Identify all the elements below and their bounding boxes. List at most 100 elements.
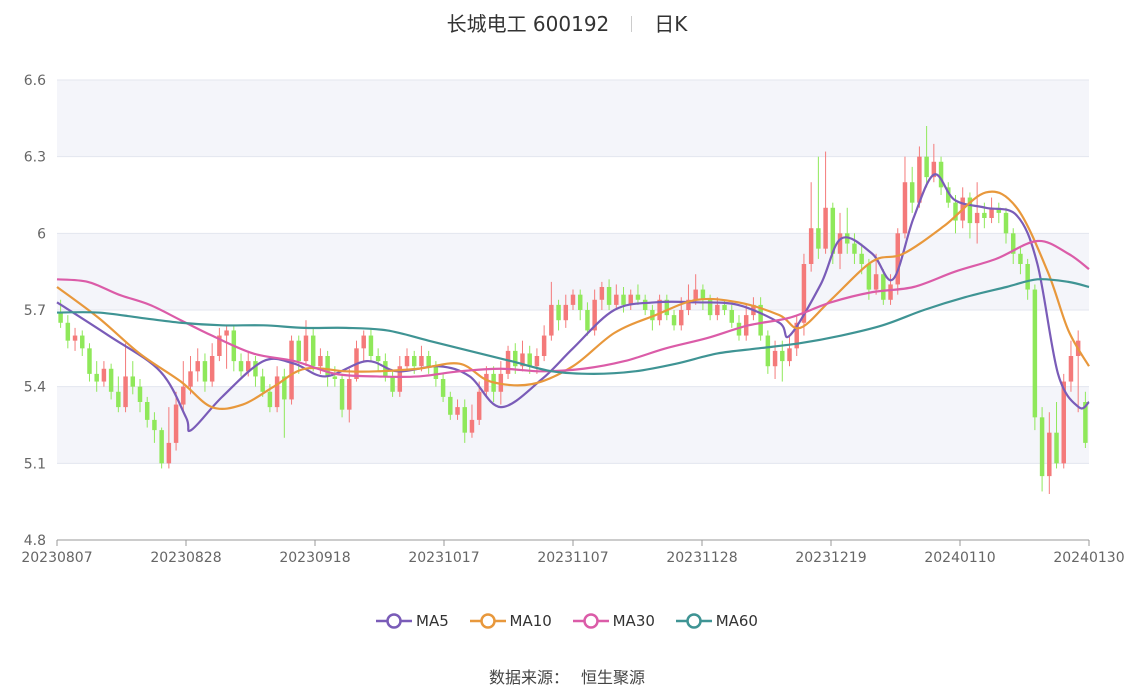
candle <box>72 327 78 351</box>
candle <box>801 253 807 336</box>
candle <box>671 310 677 331</box>
candle <box>289 335 294 405</box>
candle <box>1032 284 1038 431</box>
candle <box>209 343 215 387</box>
candle <box>664 294 670 321</box>
candle <box>765 330 771 374</box>
candle <box>996 202 1002 224</box>
y-axis: 4.8 5.1 5.4 5.7 6 6.3 6.6 <box>24 73 46 549</box>
candle <box>895 228 900 295</box>
candle <box>837 212 843 270</box>
candle <box>108 363 114 400</box>
y-tick-label: 5.4 <box>24 380 46 396</box>
candle <box>650 304 655 331</box>
legend-ma10-icon <box>469 613 506 629</box>
legend-label-ma5: MA5 <box>416 612 449 630</box>
source-value: 恒生聚源 <box>581 668 646 687</box>
candle <box>404 348 410 372</box>
candle <box>938 156 944 195</box>
candle <box>116 376 121 413</box>
candle <box>217 327 222 362</box>
candle <box>181 361 186 413</box>
x-tick-label: 20240110 <box>924 550 995 566</box>
candle <box>902 156 908 239</box>
candle <box>909 166 915 213</box>
candle <box>917 146 922 208</box>
candle <box>585 302 590 336</box>
candle <box>1010 228 1016 264</box>
candle <box>700 284 706 310</box>
source-label: 数据来源： <box>488 668 569 687</box>
candle <box>823 151 828 254</box>
candle <box>1054 402 1059 469</box>
candle <box>816 156 821 259</box>
y-tick-label: 5.1 <box>24 456 46 472</box>
title-separator <box>631 16 633 32</box>
candle <box>1025 258 1030 300</box>
x-tick-label: 20230807 <box>21 550 92 566</box>
legend-item-ma10[interactable]: MA10 <box>469 612 552 630</box>
x-tick-label: 20231219 <box>795 550 866 566</box>
ma-line-ma5 <box>56 173 1090 433</box>
candle <box>924 126 929 188</box>
legend-item-ma60[interactable]: MA60 <box>675 612 758 630</box>
candle <box>563 294 569 328</box>
x-tick-label: 20230828 <box>150 550 221 566</box>
candle <box>253 356 258 387</box>
candle <box>549 281 554 341</box>
candle <box>166 407 172 469</box>
legend-item-ma5[interactable]: MA5 <box>376 612 449 630</box>
legend-item-ma30[interactable]: MA30 <box>572 612 655 630</box>
candle <box>375 348 381 372</box>
candle <box>614 284 619 310</box>
candle <box>758 297 763 341</box>
candle <box>440 373 446 402</box>
moving-averages <box>56 173 1090 433</box>
y-tick-label: 5.7 <box>24 303 46 319</box>
candle <box>787 335 792 367</box>
candlestick-chart: 4.85.15.45.766.36.6 20230807 20230828 2023… <box>21 73 1125 566</box>
candle <box>599 281 605 310</box>
x-axis: 20230807 20230828 20230918 20231017 20231107… <box>21 539 1125 566</box>
y-tick-label: 6 <box>37 226 46 242</box>
candle <box>101 361 107 387</box>
candle <box>1003 207 1009 244</box>
candle <box>296 335 301 374</box>
data-source: 数据来源： 恒生聚源 <box>0 664 1134 688</box>
candles <box>58 126 1088 494</box>
candle <box>628 289 633 310</box>
candle <box>1083 391 1088 448</box>
legend-ma30-icon <box>572 613 609 629</box>
x-tick-label: 20231017 <box>408 550 479 566</box>
legend: MA5 MA10 MA30 MA60 <box>0 612 1134 630</box>
candle <box>130 361 136 395</box>
candle <box>137 379 143 413</box>
candle <box>780 340 785 382</box>
candle <box>224 325 229 369</box>
candle <box>274 366 280 413</box>
candle <box>368 327 374 362</box>
legend-ma5-icon <box>376 613 412 629</box>
candle <box>657 294 662 326</box>
candle <box>238 353 244 377</box>
candle <box>1039 407 1045 492</box>
legend-label-ma30: MA30 <box>612 612 655 630</box>
candle <box>469 404 475 438</box>
chart-title: 长城电工 600192 日K <box>0 8 1134 37</box>
candle <box>144 396 150 428</box>
candle <box>152 412 157 443</box>
candle <box>231 325 237 372</box>
candle <box>188 356 193 395</box>
x-tick-label: 20240130 <box>1053 550 1124 566</box>
candle <box>94 361 99 392</box>
y-tick-label: 6.6 <box>24 73 46 89</box>
ma-line-ma60 <box>56 278 1090 375</box>
grid-bands <box>57 80 1089 464</box>
x-tick-label: 20231128 <box>666 550 737 566</box>
candle <box>448 391 453 420</box>
candle <box>642 294 648 316</box>
grid-band <box>57 80 1089 157</box>
candle <box>852 233 857 264</box>
candle <box>715 297 720 321</box>
candle <box>794 315 799 356</box>
